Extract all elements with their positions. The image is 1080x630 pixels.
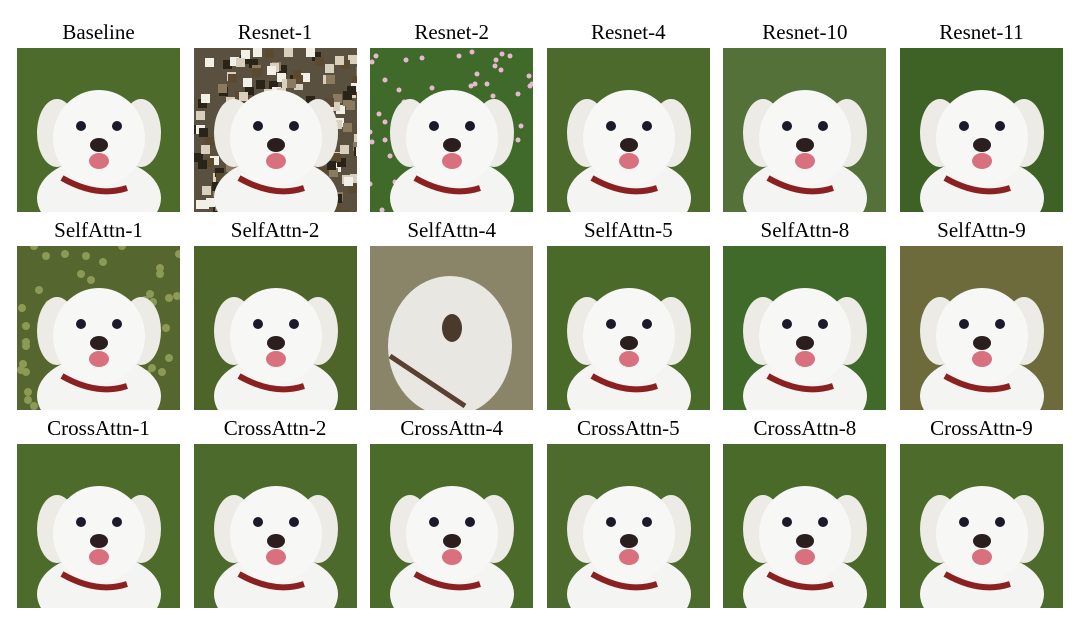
panel-label: SelfAttn-8: [760, 218, 850, 242]
dog-image: [370, 444, 534, 608]
panel-label: SelfAttn-4: [407, 218, 497, 242]
panel-label: CrossAttn-4: [400, 416, 504, 440]
figure-panel: CrossAttn-8: [723, 414, 887, 608]
dog-image: [899, 48, 1063, 212]
figure-panel: SelfAttn-1: [17, 216, 180, 410]
dog-image: [193, 246, 357, 410]
panel-label: SelfAttn-5: [583, 218, 673, 242]
figure-panel: CrossAttn-2: [193, 414, 357, 608]
dog-image: [723, 48, 887, 212]
figure-grid: Baseline Resnet-1 Resnet-2 Resnet-4: [17, 18, 1063, 608]
panel-label: CrossAttn-2: [223, 416, 327, 440]
dog-image: [370, 246, 534, 410]
dog-image: [546, 444, 710, 608]
dog-image: [193, 48, 357, 212]
dog-image: [723, 246, 887, 410]
figure-panel: SelfAttn-5: [546, 216, 710, 410]
dog-image: [17, 48, 180, 212]
figure-panel: CrossAttn-1: [17, 414, 180, 608]
figure-panel: Resnet-11: [899, 18, 1063, 212]
dog-image: [899, 246, 1063, 410]
panel-label: SelfAttn-9: [937, 218, 1026, 242]
figure-panel: Baseline: [17, 18, 180, 212]
figure-panel: Resnet-2: [370, 18, 534, 212]
dog-image: [546, 246, 710, 410]
panel-label: Resnet-1: [237, 20, 313, 44]
panel-label: SelfAttn-1: [54, 218, 143, 242]
figure-panel: Resnet-4: [546, 18, 710, 212]
figure-panel: CrossAttn-5: [546, 414, 710, 608]
dog-image: [193, 444, 357, 608]
figure-panel: CrossAttn-4: [370, 414, 534, 608]
figure-panel: SelfAttn-2: [193, 216, 357, 410]
panel-label: Baseline: [62, 20, 135, 44]
dog-image: [723, 444, 887, 608]
figure-panel: Resnet-10: [723, 18, 887, 212]
figure-panel: CrossAttn-9: [899, 414, 1063, 608]
dog-image: [546, 48, 710, 212]
panel-label: CrossAttn-1: [47, 416, 150, 440]
panel-label: Resnet-11: [939, 20, 1024, 44]
panel-label: CrossAttn-8: [753, 416, 857, 440]
figure-panel: SelfAttn-4: [370, 216, 534, 410]
panel-label: CrossAttn-5: [576, 416, 680, 440]
panel-label: Resnet-2: [414, 20, 490, 44]
dog-image: [17, 444, 180, 608]
panel-label: Resnet-4: [590, 20, 666, 44]
figure-panel: SelfAttn-9: [899, 216, 1063, 410]
dog-image: [370, 48, 534, 212]
figure-panel: Resnet-1: [193, 18, 357, 212]
panel-label: SelfAttn-2: [230, 218, 320, 242]
panel-label: Resnet-10: [762, 20, 848, 44]
dog-image: [899, 444, 1063, 608]
panel-label: CrossAttn-9: [930, 416, 1033, 440]
dog-image: [17, 246, 180, 410]
figure-panel: SelfAttn-8: [723, 216, 887, 410]
